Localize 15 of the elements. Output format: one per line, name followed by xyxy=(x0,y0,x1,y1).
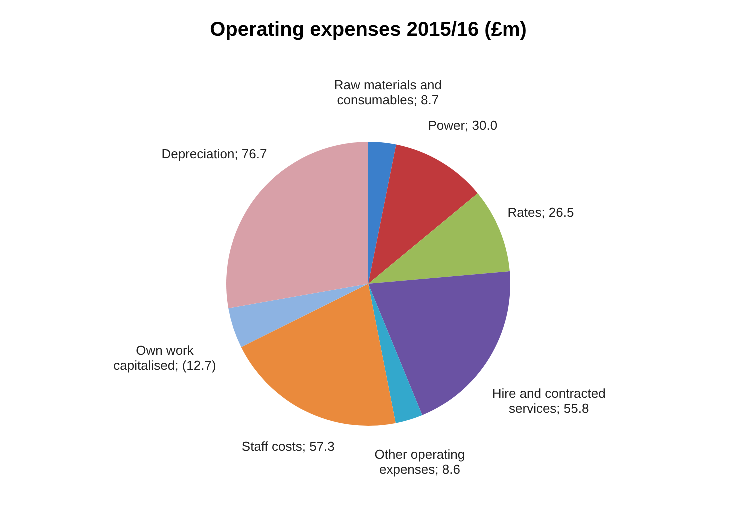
chart-title: Operating expenses 2015/16 (£m) xyxy=(210,19,527,41)
pie-slice xyxy=(368,142,396,284)
slice-label: Depreciation; 76.7 xyxy=(162,146,268,162)
slice-label: Other operating expenses; 8.6 xyxy=(374,447,466,478)
slice-label: Staff costs; 57.3 xyxy=(242,438,335,454)
pie-slice xyxy=(228,284,368,348)
pie-slice xyxy=(368,144,478,284)
pie-slice xyxy=(241,284,396,426)
pie-slice xyxy=(368,194,510,284)
slice-label: Raw materials and consumables; 8.7 xyxy=(334,78,442,108)
slice-label: Rates; 26.5 xyxy=(508,205,574,220)
slice-label: Hire and contracted services; 55.8 xyxy=(492,386,606,416)
pie-slice xyxy=(368,284,422,424)
slice-label: Own work capitalised; (12.7) xyxy=(114,342,216,373)
slice-label: Power; 30.0 xyxy=(428,118,498,134)
